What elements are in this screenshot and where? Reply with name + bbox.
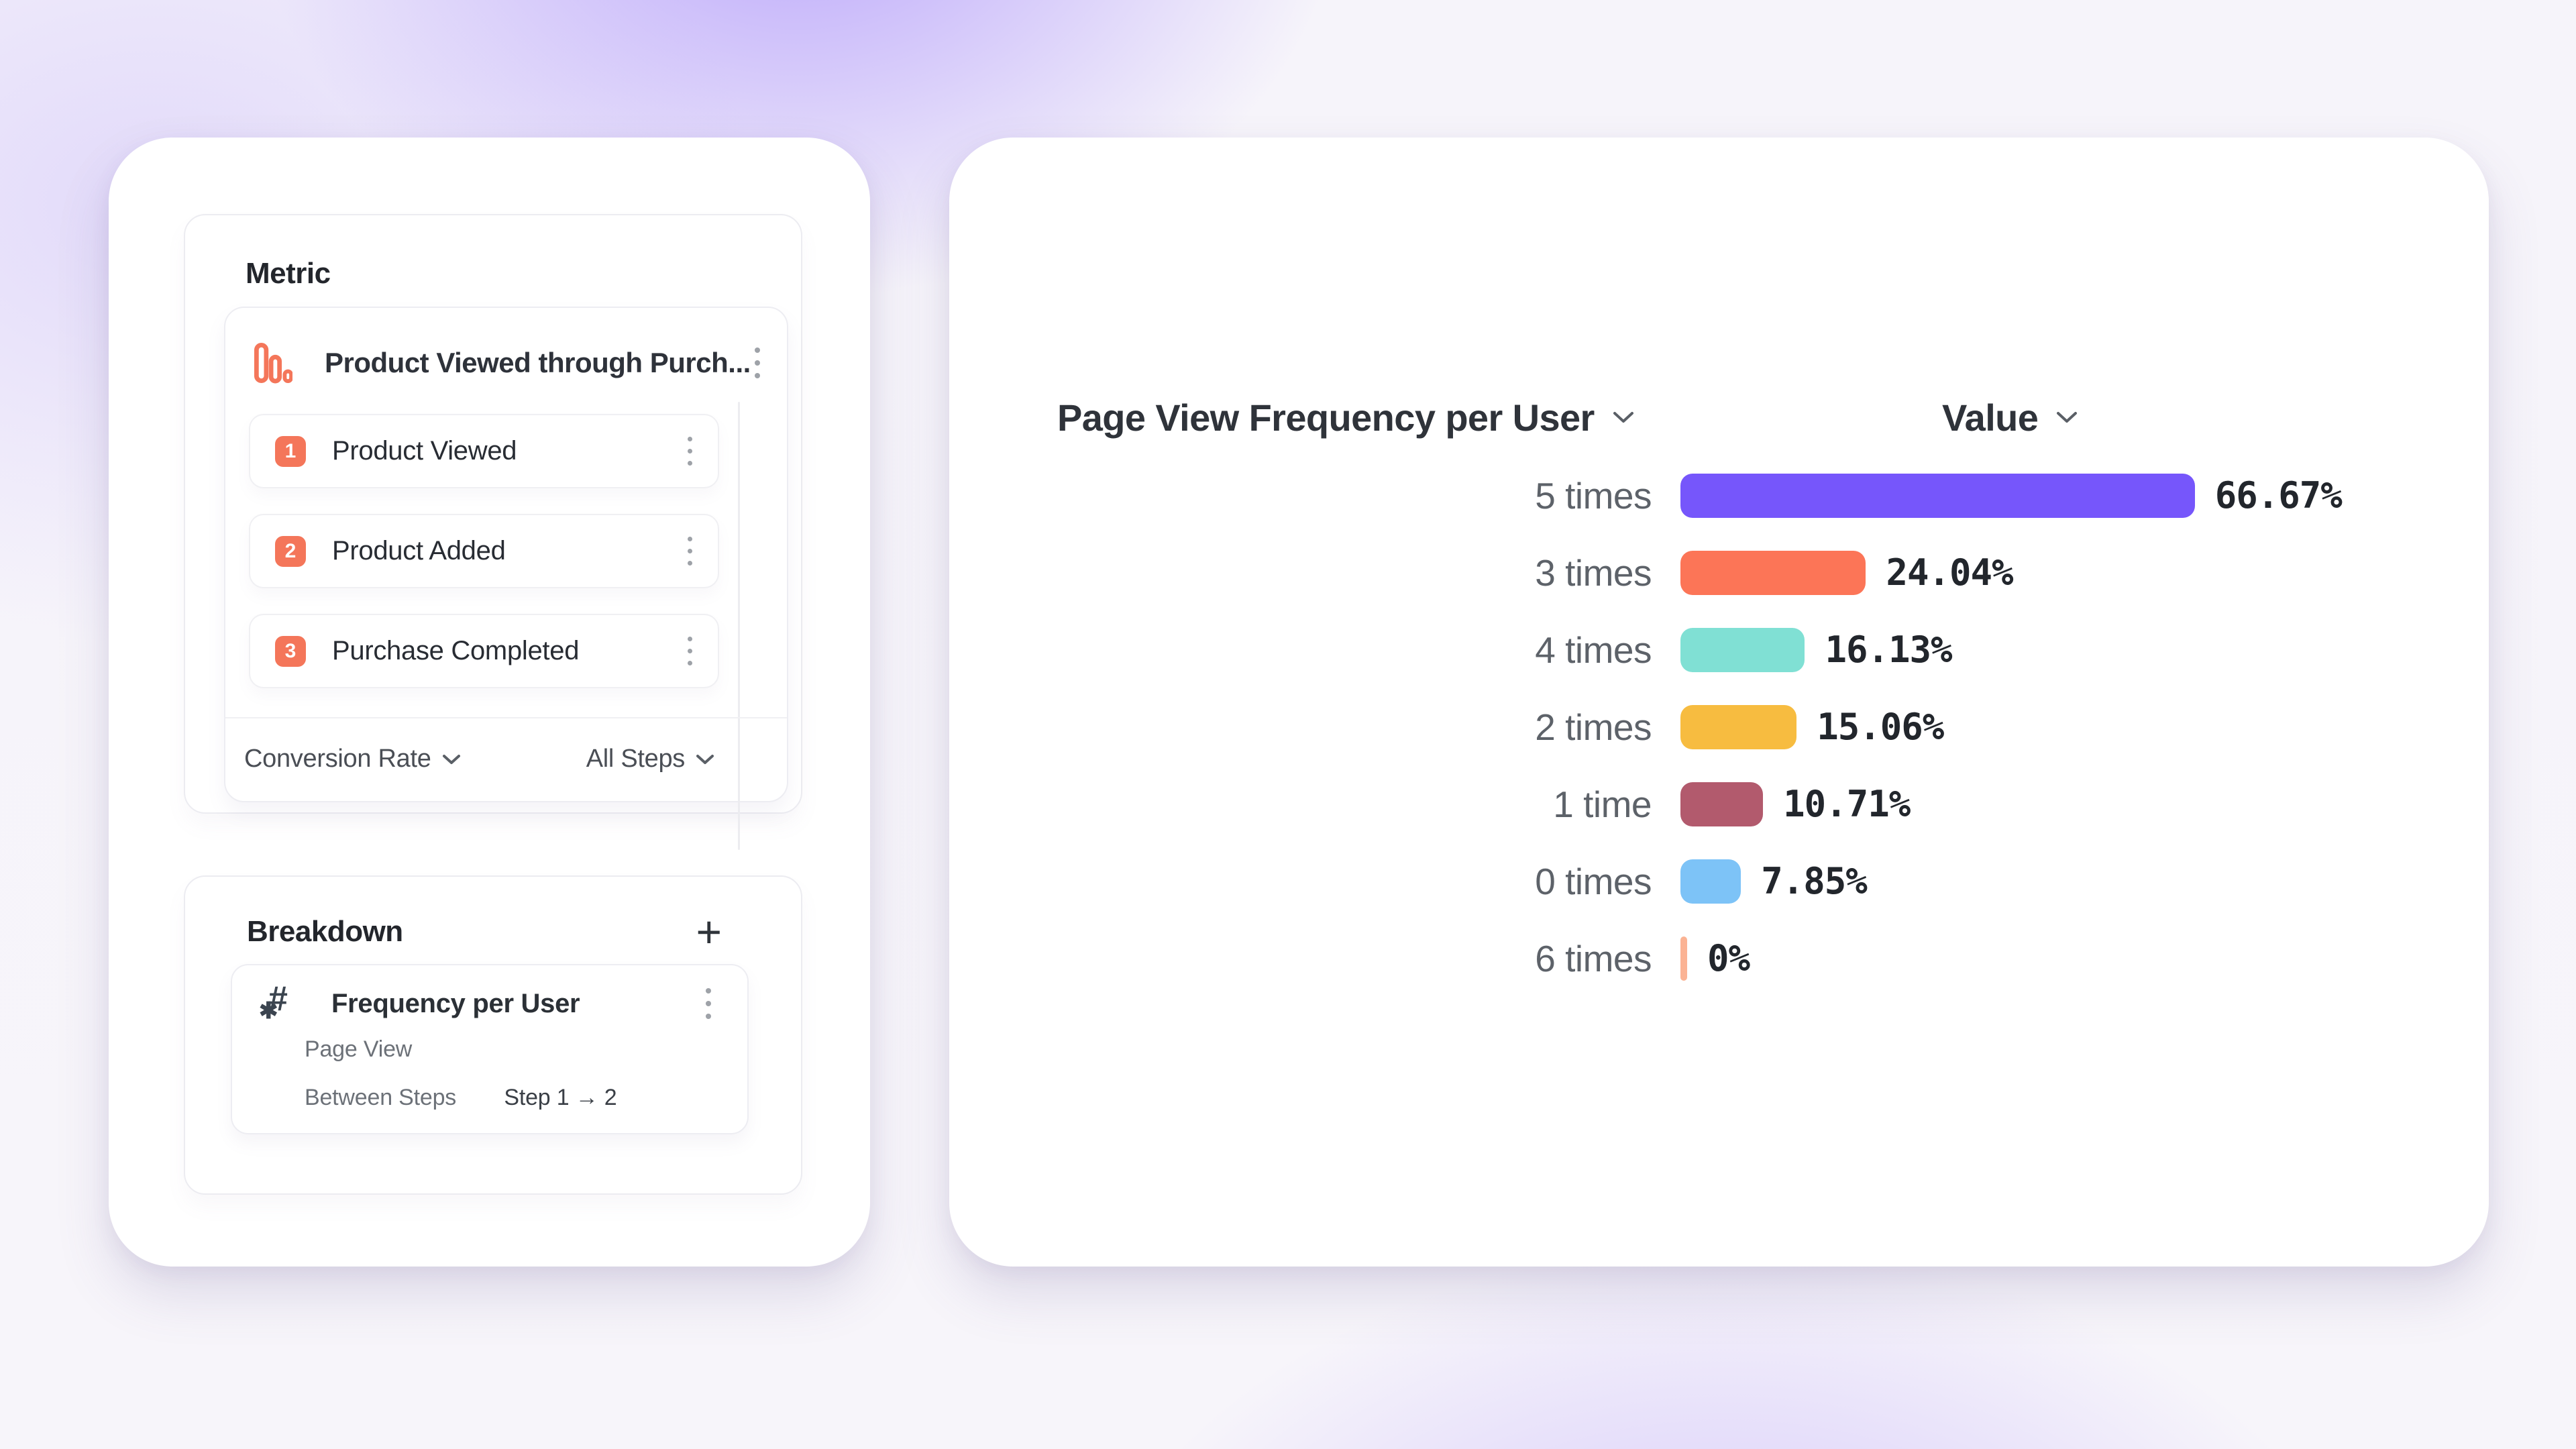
value-bar[interactable] [1680, 936, 1687, 981]
value-percent-label: 15.06% [1817, 706, 1944, 748]
kebab-menu-icon[interactable] [684, 633, 696, 669]
bar-chart-row: 2 times 15.06% [949, 688, 2489, 765]
all-steps-dropdown[interactable]: All Steps [586, 745, 714, 773]
event-card-footer: Conversion Rate All Steps [244, 718, 714, 800]
metric-card: Metric Product Viewed through Purch... 1… [184, 214, 802, 850]
value-percent-label: 0% [1707, 937, 1750, 979]
funnel-event-header[interactable]: Product Viewed through Purch... [254, 341, 760, 384]
value-percent-label: 66.67% [2214, 474, 2343, 517]
hash-asterisk-icon: # ✱ [259, 979, 288, 1024]
value-percent-label: 10.71% [1783, 783, 1911, 825]
funnel-bars-icon [254, 343, 292, 384]
chevron-down-icon [2057, 412, 2078, 423]
step-number-badge: 3 [275, 635, 306, 667]
funnel-step-row[interactable]: 1 Product Viewed [249, 414, 719, 488]
event-card-divider [225, 717, 787, 718]
value-dropdown-label: Value [1942, 396, 2039, 439]
category-label: 5 times [1535, 474, 1652, 517]
breakdown-card-title: Breakdown [247, 915, 403, 948]
breakdown-item-header: # ✱ Frequency per User [259, 979, 715, 1024]
query-builder-panel: Metric Product Viewed through Purch... 1… [109, 138, 870, 1267]
bar-chart-row: 4 times 16.13% [949, 611, 2489, 688]
step-number-badge: 2 [275, 535, 306, 567]
conversion-rate-dropdown[interactable]: Conversion Rate [244, 745, 461, 773]
kebab-menu-icon[interactable] [684, 533, 696, 570]
breakdown-property-title: Frequency per User [331, 988, 580, 1018]
category-label: 0 times [1535, 860, 1652, 902]
breakdown-item-card[interactable]: # ✱ Frequency per User Page View Between… [231, 964, 749, 1134]
category-label: 1 time [1553, 783, 1652, 825]
bar-chart-row: 3 times 24.04% [949, 534, 2489, 611]
category-label: 2 times [1535, 706, 1652, 748]
series-dropdown[interactable]: Page View Frequency per User [1057, 395, 1635, 439]
chevron-down-icon [1613, 412, 1633, 423]
bar-chart-row: 0 times 7.85% [949, 843, 2489, 920]
value-bar[interactable] [1680, 473, 2195, 518]
chevron-down-icon [696, 754, 714, 764]
chevron-down-icon [442, 754, 460, 764]
funnel-steps-list: 1 Product Viewed 2 Product Added 3 Purch… [249, 414, 719, 714]
funnel-event-card: Product Viewed through Purch... 1 Produc… [224, 307, 788, 850]
bar-chart-row: 6 times 0% [949, 920, 2489, 997]
value-bar[interactable] [1680, 782, 1764, 826]
breakdown-mode-label: Between Steps [305, 1085, 457, 1110]
chart-panel: Page View Frequency per User Value 5 tim… [949, 138, 2489, 1267]
breakdown-step-range: Step 1 → 2 [504, 1085, 617, 1110]
category-label: 3 times [1535, 551, 1652, 594]
step-label: Product Added [332, 536, 506, 566]
value-bar[interactable] [1680, 859, 1741, 904]
value-percent-label: 16.13% [1825, 629, 1952, 671]
value-bar[interactable] [1680, 704, 1797, 749]
bar-chart: 5 times 66.67% 3 times 24.04% 4 times 16… [949, 457, 2489, 997]
step-label: Purchase Completed [332, 636, 580, 665]
kebab-menu-icon[interactable] [684, 433, 696, 470]
series-dropdown-label: Page View Frequency per User [1057, 396, 1595, 439]
category-label: 4 times [1535, 629, 1652, 671]
value-bar[interactable] [1680, 550, 1866, 595]
steps-scrollbar[interactable] [738, 402, 740, 850]
breakdown-event-name: Page View [305, 1036, 413, 1062]
category-label: 6 times [1535, 937, 1652, 979]
funnel-step-row[interactable]: 2 Product Added [249, 514, 719, 588]
funnel-step-row[interactable]: 3 Purchase Completed [249, 614, 719, 688]
funnel-event-title: Product Viewed through Purch... [325, 347, 751, 378]
value-percent-label: 24.04% [1886, 551, 2013, 594]
metric-card-title: Metric [246, 257, 331, 290]
add-breakdown-button plus-icon[interactable]: + [696, 907, 722, 957]
value-bar[interactable] [1680, 627, 1805, 672]
kebab-menu-icon[interactable] [751, 343, 764, 382]
all-steps-label: All Steps [586, 745, 686, 773]
value-dropdown[interactable]: Value [1942, 395, 2078, 439]
value-percent-label: 7.85% [1761, 860, 1868, 902]
breakdown-card: Breakdown + # ✱ Frequency per User Page … [184, 875, 802, 1195]
breakdown-mode-row: Between Steps Step 1 → 2 [305, 1085, 617, 1111]
conversion-rate-label: Conversion Rate [244, 745, 431, 773]
step-label: Product Viewed [332, 436, 517, 466]
bar-chart-row: 5 times 66.67% [949, 457, 2489, 534]
step-number-badge: 1 [275, 435, 306, 467]
kebab-menu-icon[interactable] [702, 984, 715, 1023]
breakdown-header: Breakdown + [247, 907, 722, 957]
bar-chart-row: 1 time 10.71% [949, 765, 2489, 843]
